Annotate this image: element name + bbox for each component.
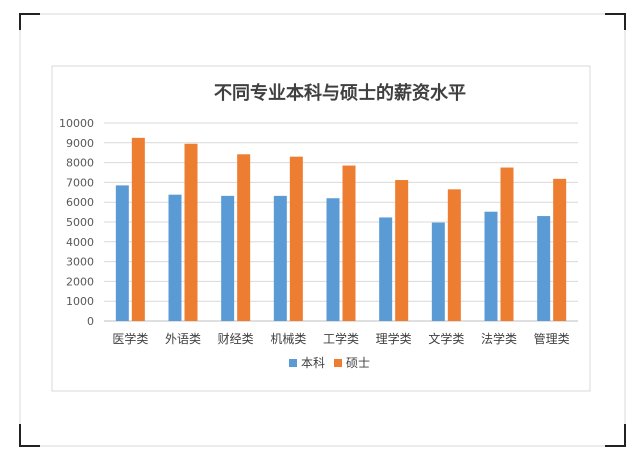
legend-swatch-本科 (289, 359, 297, 367)
bar-财经类-本科 (221, 195, 235, 321)
legend: 本科 硕士 (289, 356, 370, 370)
x-tick-label: 理学类 (376, 331, 412, 346)
bar-理学类-本科 (379, 217, 393, 321)
y-tick-label: 7000 (66, 176, 94, 189)
bar-工学类-本科 (326, 198, 340, 321)
y-tick-label: 9000 (66, 137, 94, 150)
y-tick-label: 10000 (59, 117, 94, 130)
legend-swatch-硕士 (334, 359, 342, 367)
y-tick-label: 1000 (66, 295, 94, 308)
y-tick-label: 2000 (66, 275, 94, 288)
x-tick-label: 财经类 (218, 332, 254, 346)
y-tick-label: 0 (87, 315, 94, 328)
bar-管理类-本科 (537, 216, 551, 321)
frame-corner-tl (19, 13, 40, 30)
x-tick-label: 医学类 (112, 331, 148, 346)
bar-机械类-硕士 (289, 156, 303, 321)
bar-外语类-硕士 (184, 143, 198, 321)
gridlines (104, 122, 578, 322)
x-tick-label: 文学类 (428, 331, 464, 346)
y-tick-label: 8000 (66, 157, 94, 170)
bar-series (115, 137, 567, 321)
bar-理学类-硕士 (395, 180, 409, 321)
frame-corner-br (605, 424, 626, 447)
legend-label: 硕士 (346, 356, 370, 370)
frame-corner-bl (19, 424, 40, 447)
bar-医学类-本科 (115, 185, 129, 321)
y-tick-label: 4000 (66, 236, 94, 249)
bar-外语类-本科 (168, 194, 182, 321)
bar-法学类-本科 (484, 211, 498, 321)
bar-工学类-硕士 (342, 165, 356, 321)
chart-title: 不同专业本科与硕士的薪资水平 (214, 82, 466, 104)
x-axis-ticks: 医学类 外语类 财经类 机械类 工学类 理学类 文学类 法学类 管理类 (112, 331, 569, 346)
legend-label: 本科 (301, 356, 325, 370)
x-tick-label: 工学类 (323, 331, 359, 346)
x-tick-label: 管理类 (534, 331, 570, 346)
bar-医学类-硕士 (131, 137, 145, 321)
bar-法学类-硕士 (500, 167, 514, 321)
y-tick-label: 5000 (66, 216, 94, 229)
x-tick-label: 机械类 (270, 331, 306, 346)
y-tick-label: 3000 (66, 256, 94, 269)
bar-财经类-硕士 (237, 154, 251, 321)
x-tick-label: 外语类 (165, 332, 201, 346)
y-tick-label: 6000 (66, 196, 94, 209)
bar-机械类-本科 (273, 195, 287, 321)
bar-管理类-硕士 (553, 178, 567, 321)
y-axis-ticks: 0 1000 2000 3000 4000 5000 6000 7000 8000 9000 100… (59, 117, 94, 328)
bar-文学类-本科 (431, 222, 445, 321)
frame-corner-tr (605, 13, 626, 30)
bar-文学类-硕士 (447, 189, 461, 321)
x-tick-label: 法学类 (481, 331, 517, 346)
